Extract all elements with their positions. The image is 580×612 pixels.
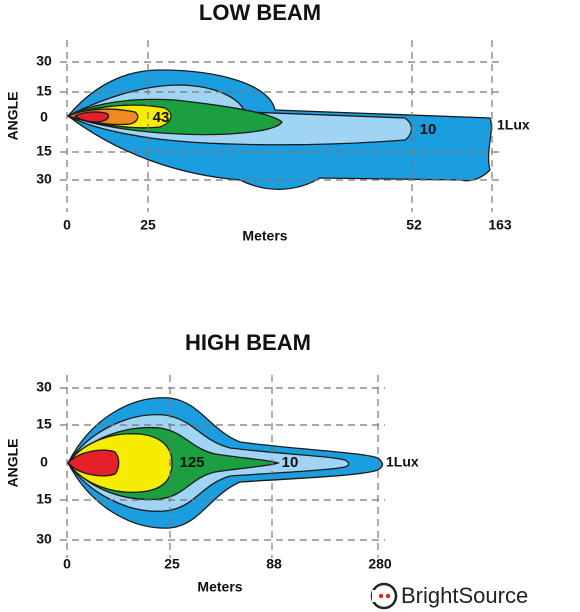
contour-red (67, 449, 120, 477)
y-tick-label: 15 (36, 83, 52, 99)
contour-red (73, 111, 110, 123)
y-axis-label: ANGLE (5, 92, 21, 141)
y-axis-label: ANGLE (5, 439, 21, 488)
logo: BrightSource (370, 582, 528, 610)
x-tick-label: 52 (406, 217, 422, 233)
logo-dot (385, 593, 391, 599)
grid (60, 40, 500, 212)
y-tick-label: 15 (36, 491, 52, 507)
high-beam-panel: HIGH BEAM 30 15 0 15 30 0 25 88 280 Mete… (5, 330, 419, 595)
y-tick-label: 30 (36, 171, 52, 187)
y-tick-label: 30 (36, 379, 52, 395)
x-tick-label: 25 (140, 217, 156, 233)
contour-125 (67, 433, 173, 493)
panel-title: HIGH BEAM (185, 330, 311, 355)
y-tick-label: 15 (36, 143, 52, 159)
contours (67, 397, 384, 529)
logo-dot (378, 593, 384, 599)
x-axis-label: Meters (242, 228, 287, 244)
logo-icon-gap (372, 590, 377, 602)
contours (65, 69, 493, 190)
contour-label: 10 (420, 121, 437, 138)
y-tick-label: 15 (36, 416, 52, 432)
x-tick-label: 0 (63, 217, 71, 233)
x-axis-label: Meters (197, 579, 242, 595)
y-tick-label: 30 (36, 531, 52, 547)
y-tick-label: 0 (40, 109, 48, 125)
contour-label: 10 (282, 454, 299, 471)
contour-label: 1Lux (497, 117, 530, 133)
logo-text: BrightSource (401, 583, 528, 608)
grid (60, 375, 385, 558)
y-tick-label: 0 (40, 454, 48, 470)
contour-label: 43 (153, 109, 170, 126)
x-tick-label: 25 (164, 556, 180, 572)
contour-label: 125 (179, 454, 204, 471)
y-tick-label: 30 (36, 53, 52, 69)
x-tick-label: 280 (368, 556, 392, 572)
low-beam-panel: LOW BEAM 30 15 0 15 30 0 25 52 163 Meter… (5, 0, 530, 244)
x-tick-label: 88 (266, 556, 282, 572)
panel-title: LOW BEAM (199, 0, 321, 25)
contour-label: 1Lux (386, 454, 419, 470)
x-tick-label: 0 (63, 556, 71, 572)
x-tick-label: 163 (488, 217, 512, 233)
